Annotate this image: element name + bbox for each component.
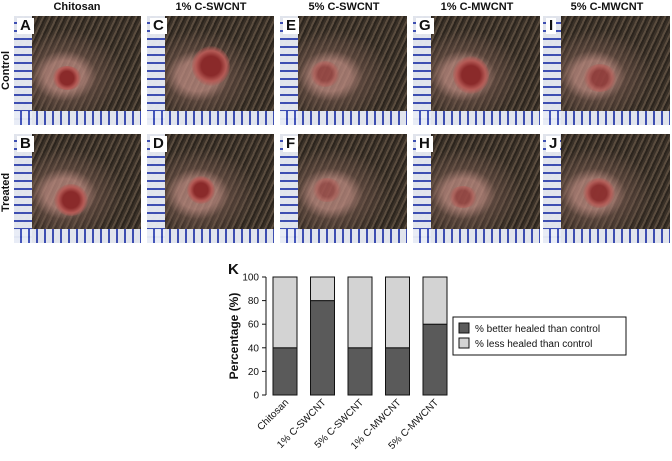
x-tick-label: 5% C-MWCNT bbox=[387, 397, 442, 452]
wound-mark bbox=[187, 176, 215, 204]
legend-swatch bbox=[458, 337, 470, 349]
column-title-chitosan: Chitosan bbox=[53, 1, 101, 13]
wound-mark bbox=[312, 178, 342, 202]
panel-letter: F bbox=[283, 136, 299, 152]
column-title-1pct-cswcnt: 1% C-SWCNT bbox=[175, 1, 247, 13]
bar-segment-better-0 bbox=[272, 347, 298, 396]
legend-box bbox=[452, 316, 627, 356]
row-label-control: Control bbox=[0, 50, 12, 90]
y-tick-label: 0 bbox=[253, 391, 259, 402]
panel-letter: A bbox=[17, 18, 34, 34]
column-title-1pct-cmwcnt: 1% C-MWCNT bbox=[440, 1, 514, 13]
photo-panel-h: H bbox=[413, 134, 540, 243]
wound-mark bbox=[192, 46, 230, 86]
photo-panel-f: F bbox=[280, 134, 407, 243]
y-tick-label: 20 bbox=[248, 367, 260, 378]
wound-mark bbox=[52, 66, 82, 90]
x-tick-label: 1% C-MWCNT bbox=[349, 397, 404, 452]
legend: % better healed than control % less heale… bbox=[452, 316, 627, 356]
panel-letter: E bbox=[283, 18, 300, 34]
photo-panel-d: D bbox=[147, 134, 274, 243]
wound-mark bbox=[583, 64, 617, 92]
legend-label: % less healed than control bbox=[475, 339, 592, 350]
x-tick-label: Chitosan bbox=[255, 397, 291, 433]
panel-letter: J bbox=[546, 136, 561, 152]
photo-panel-i: I bbox=[543, 16, 670, 125]
column-title-5pct-cmwcnt: 5% C-MWCNT bbox=[570, 1, 644, 13]
panel-letter: H bbox=[416, 136, 433, 152]
bar-segment-less-4 bbox=[422, 276, 448, 325]
x-tick-label: 5% C-SWCNT bbox=[313, 397, 366, 450]
bar-segment-less-2 bbox=[347, 276, 373, 349]
wound-mark bbox=[453, 56, 489, 94]
column-title-5pct-cswcnt: 5% C-SWCNT bbox=[308, 1, 380, 13]
photo-panel-j: J bbox=[543, 134, 670, 243]
y-tick-label: 100 bbox=[242, 273, 259, 284]
bar-segment-better-2 bbox=[347, 347, 373, 396]
bar-segment-less-1 bbox=[310, 276, 335, 302]
y-tick-label: 60 bbox=[248, 320, 260, 331]
panel-letter-k: K bbox=[228, 261, 239, 278]
panel-letter: D bbox=[150, 136, 167, 152]
row-label-treated: Treated bbox=[0, 172, 12, 212]
photo-panel-g: G bbox=[413, 16, 540, 125]
panel-letter: I bbox=[546, 18, 557, 34]
panel-letter: G bbox=[416, 18, 434, 34]
bar-segment-better-4 bbox=[422, 323, 448, 396]
bar-segment-better-1 bbox=[310, 300, 335, 396]
wound-mark bbox=[448, 186, 478, 208]
bar-segment-better-3 bbox=[385, 347, 410, 396]
bar-segment-less-3 bbox=[385, 276, 410, 349]
y-tick-label: 80 bbox=[248, 296, 260, 307]
panel-letter: B bbox=[17, 136, 34, 152]
wound-mark bbox=[54, 184, 88, 216]
photo-panel-e: E bbox=[280, 16, 407, 125]
panel-letter: C bbox=[150, 18, 167, 34]
photo-panel-b: B bbox=[14, 134, 141, 243]
photo-panel-a: A bbox=[14, 16, 141, 125]
y-tick-label: 40 bbox=[248, 343, 260, 354]
legend-swatch bbox=[458, 322, 470, 334]
wound-mark bbox=[310, 61, 340, 87]
wound-mark bbox=[583, 178, 615, 208]
legend-label: % better healed than control bbox=[475, 324, 600, 335]
bar-segment-less-0 bbox=[272, 276, 298, 349]
photo-panel-c: C bbox=[147, 16, 274, 125]
y-axis-label: Percentage (%) bbox=[227, 293, 241, 380]
x-tick-label: 1% C-SWCNT bbox=[275, 397, 328, 450]
